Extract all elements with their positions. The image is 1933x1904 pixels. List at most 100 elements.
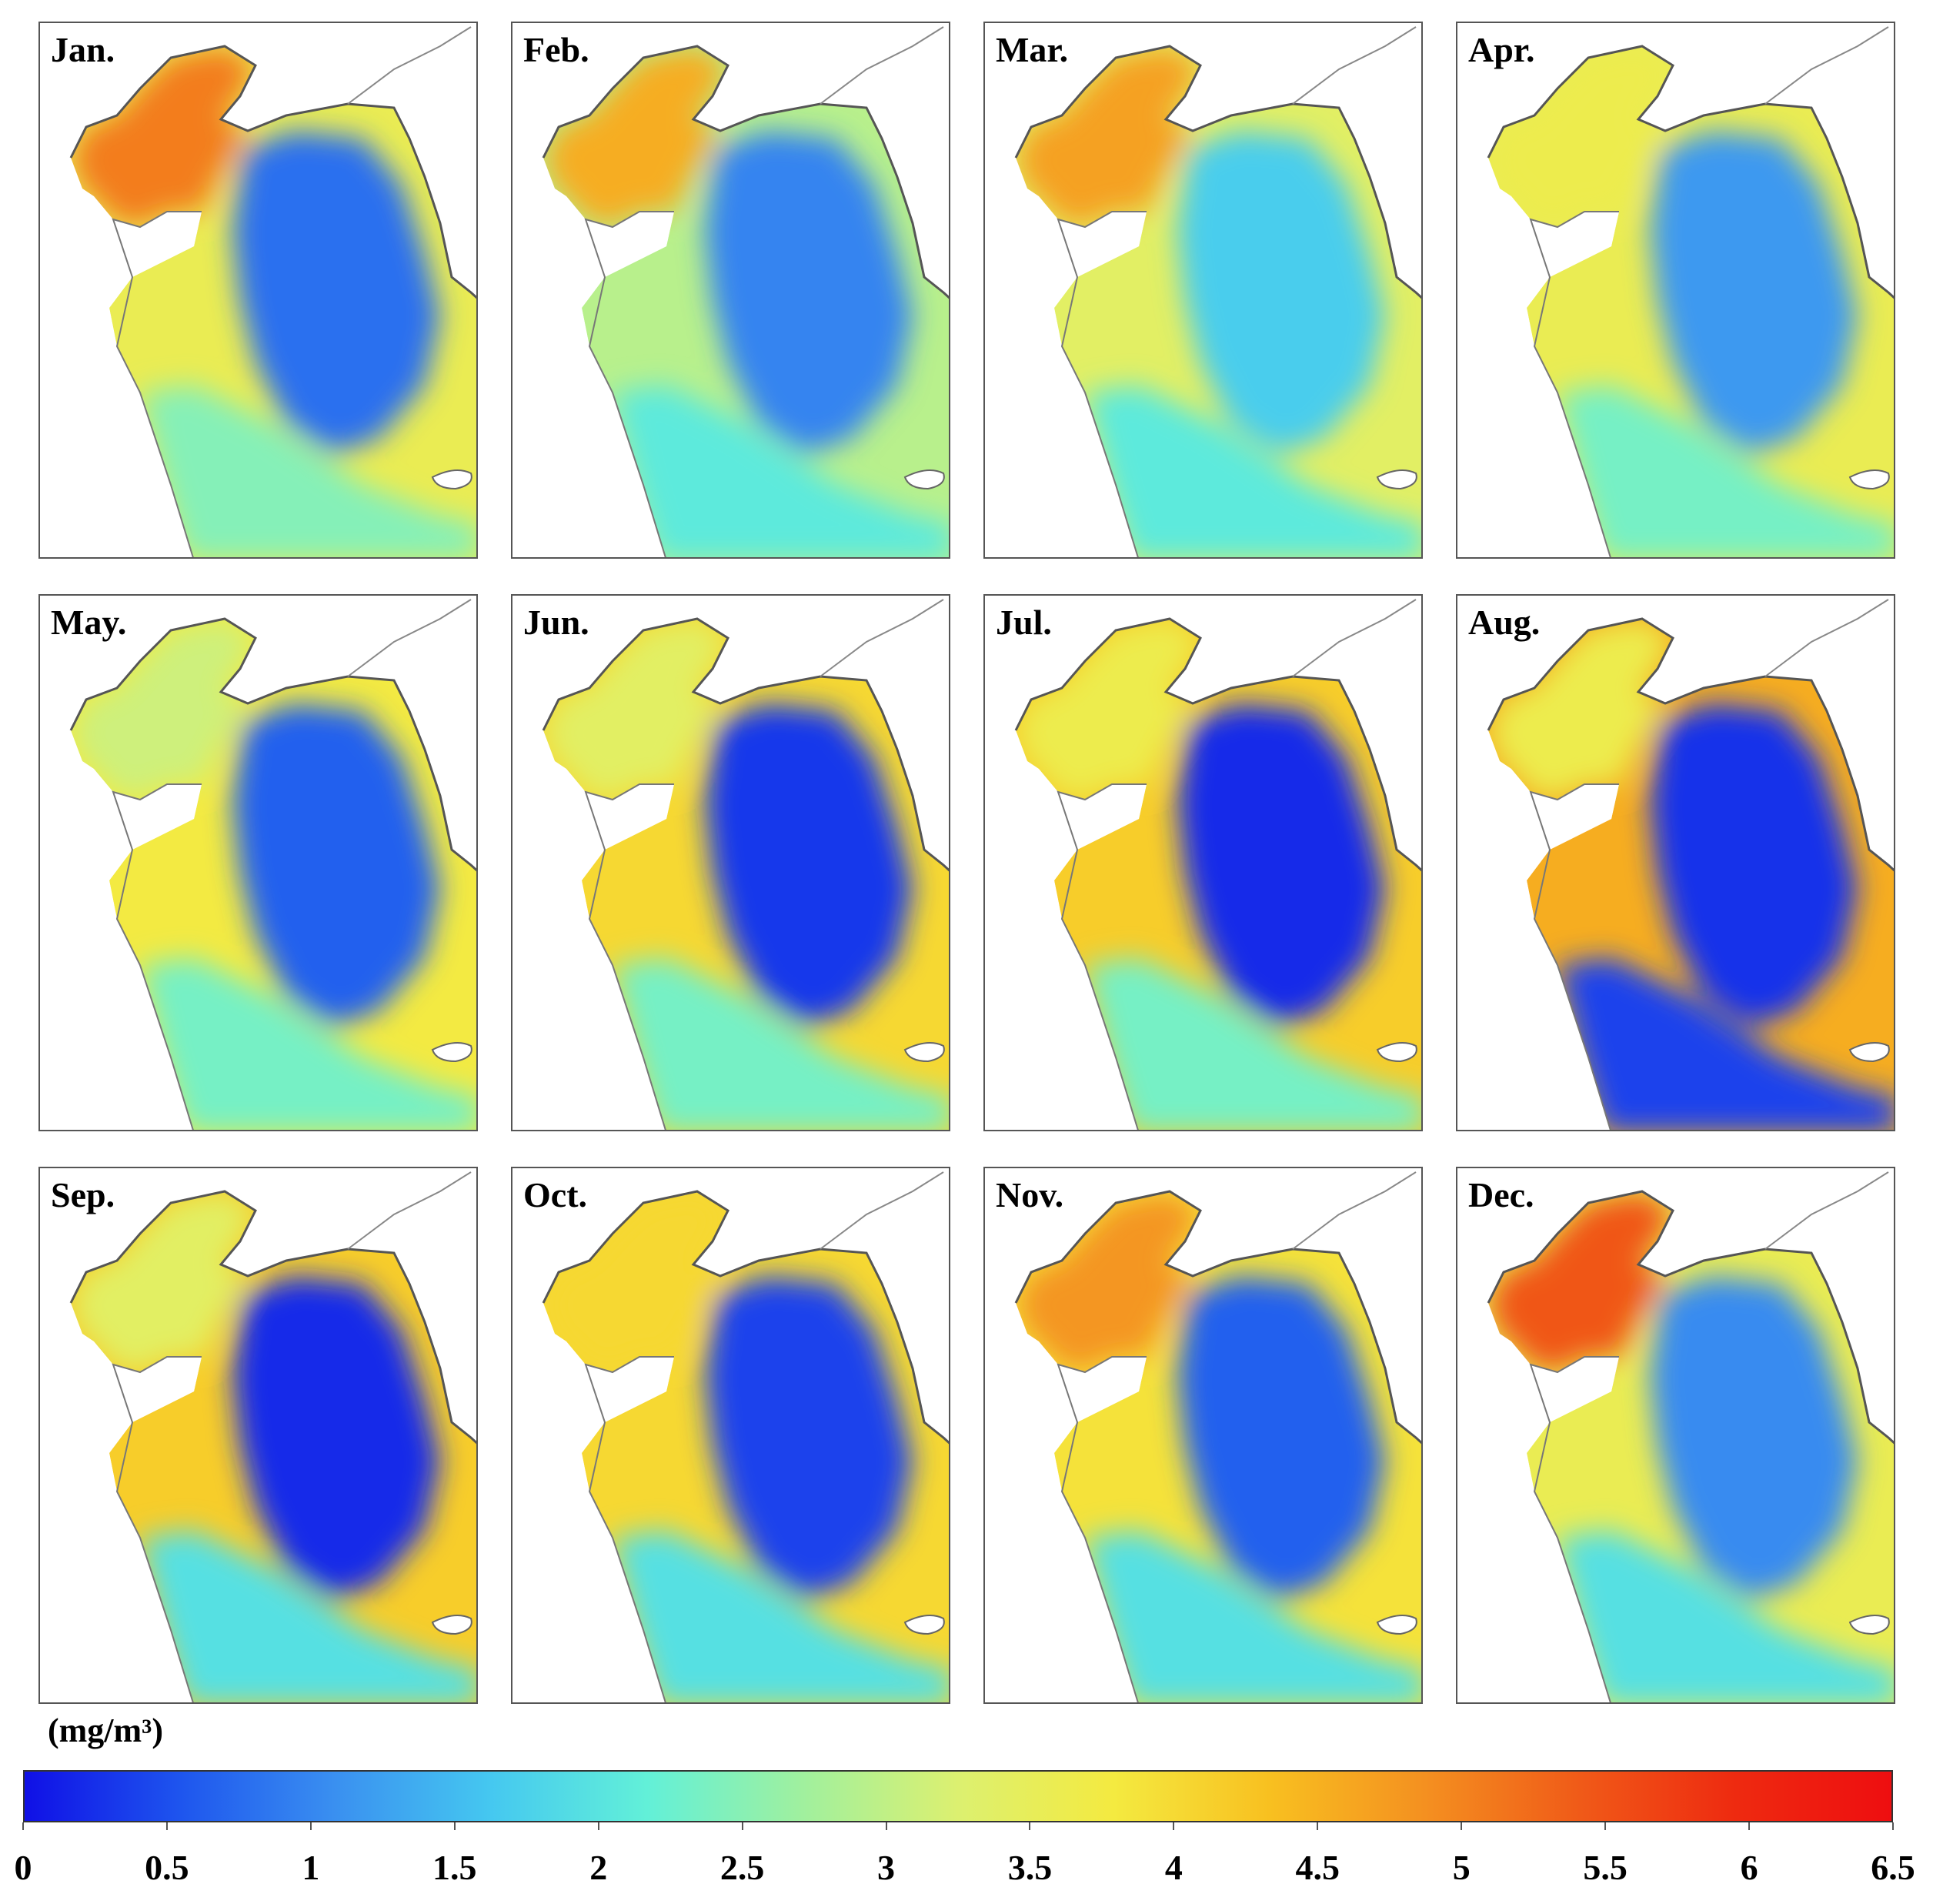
coastline-west <box>1529 1356 1619 1702</box>
southern-shelf-region <box>613 385 949 557</box>
island <box>903 1042 945 1063</box>
southern-shelf-region <box>1557 957 1894 1130</box>
land-boundary <box>1292 599 1417 677</box>
southern-shelf-region <box>1085 1530 1421 1702</box>
bohai-sea-region <box>1488 619 1673 800</box>
central-basin-region <box>1177 1276 1385 1599</box>
coastline <box>69 617 476 872</box>
coastline-west <box>584 211 674 557</box>
land-boundary <box>1764 1171 1889 1250</box>
chlorophyll-map <box>69 26 476 557</box>
colorbar-tick-mark <box>1029 1822 1031 1830</box>
bohai-sea-region <box>1016 619 1200 800</box>
bohai-sea-region <box>543 619 728 800</box>
map-panel: Nov. <box>983 1167 1423 1704</box>
southern-shelf-region <box>613 1530 949 1702</box>
coastline <box>1014 1190 1421 1445</box>
map-panel: Apr. <box>1456 22 1895 559</box>
chlorophyll-map <box>1487 599 1894 1130</box>
bohai-sea-region <box>543 46 728 227</box>
chlorophyll-map <box>69 1171 476 1702</box>
colorbar-tick-mark <box>453 1822 456 1830</box>
colorbar-tick-mark <box>1604 1822 1607 1830</box>
southern-shelf-region <box>1557 385 1894 557</box>
island <box>903 469 945 490</box>
month-label: May. <box>51 603 127 642</box>
land-boundary <box>347 599 472 677</box>
map-panel: Sep. <box>38 1167 478 1704</box>
central-basin-region <box>1177 131 1385 454</box>
coastline-west <box>112 1356 202 1702</box>
island <box>1376 1615 1417 1635</box>
chlorophyll-map <box>542 1171 949 1702</box>
month-label: Jun. <box>523 603 589 642</box>
coastline <box>1487 45 1894 299</box>
colorbar-tick-mark <box>741 1822 743 1830</box>
central-basin-region <box>1650 1276 1858 1599</box>
chlorophyll-map <box>1487 1171 1894 1702</box>
colorbar-tick-label: 4.5 <box>1295 1848 1340 1887</box>
coastline <box>1014 617 1421 872</box>
central-basin-region <box>705 131 913 454</box>
island <box>431 469 472 490</box>
colorbar-tick-label: 1 <box>302 1848 320 1887</box>
month-label: Apr. <box>1468 30 1535 69</box>
month-label: Nov. <box>996 1175 1064 1214</box>
colorbar-tick-label: 1.5 <box>432 1848 477 1887</box>
southern-shelf-region <box>1085 385 1421 557</box>
bohai-sea-region <box>1016 1191 1200 1372</box>
chlorophyll-map <box>1014 26 1421 557</box>
colorbar-tick-label: 4 <box>1164 1848 1183 1887</box>
colorbar-tick-label: 2.5 <box>719 1848 765 1887</box>
island <box>1376 469 1417 490</box>
map-panel: Dec. <box>1456 1167 1895 1704</box>
colorbar-tick-mark <box>165 1822 168 1830</box>
bohai-sea-region <box>71 619 255 800</box>
colorbar-tick-label: 3 <box>877 1848 896 1887</box>
southern-shelf-region <box>1085 957 1421 1130</box>
colorbar-tick-label: 0.5 <box>145 1848 189 1887</box>
map-panel: Jan. <box>38 22 478 559</box>
chlorophyll-map <box>1487 26 1894 557</box>
southern-shelf-region <box>613 957 949 1130</box>
map-panel: Jun. <box>511 594 950 1131</box>
colorbar-tick-mark <box>22 1822 24 1830</box>
map-panel: Feb. <box>511 22 950 559</box>
coastline-west <box>1057 1356 1147 1702</box>
land-boundary <box>820 599 944 677</box>
coastline-west <box>1057 783 1147 1130</box>
southern-shelf-region <box>140 1530 476 1702</box>
map-panel: Mar. <box>983 22 1423 559</box>
colorbar-tick-label: 3.5 <box>1007 1848 1053 1887</box>
colorbar-tick-label: 6.5 <box>1871 1848 1915 1887</box>
coastline-west <box>1529 783 1619 1130</box>
coastline <box>1014 45 1421 299</box>
land-boundary <box>1292 1171 1417 1250</box>
colorbar-unit-label: (mg/m³) <box>48 1712 164 1749</box>
land-boundary <box>820 26 944 105</box>
chlorophyll-map <box>542 599 949 1130</box>
central-basin-region <box>232 131 440 454</box>
central-basin-region <box>1650 131 1858 454</box>
central-basin-region <box>1650 703 1858 1027</box>
month-label: Mar. <box>996 30 1069 69</box>
map-panel: Jul. <box>983 594 1423 1131</box>
island <box>1376 1042 1417 1063</box>
coastline <box>1487 617 1894 872</box>
central-basin-region <box>232 703 440 1027</box>
coastline <box>542 617 949 872</box>
bohai-sea-region <box>1016 46 1200 227</box>
chlorophyll-map <box>1014 1171 1421 1702</box>
colorbar-tick-mark <box>309 1822 312 1830</box>
central-basin-region <box>705 1276 913 1599</box>
colorbar-tick-mark <box>885 1822 887 1830</box>
month-label: Sep. <box>51 1175 115 1214</box>
coastline <box>542 1190 949 1445</box>
coastline-west <box>584 1356 674 1702</box>
colorbar-tick-mark <box>1748 1822 1751 1830</box>
coastline <box>69 45 476 299</box>
coastline <box>542 45 949 299</box>
southern-shelf-region <box>140 385 476 557</box>
colorbar-tick-mark <box>1173 1822 1175 1830</box>
central-basin-region <box>232 1276 440 1599</box>
